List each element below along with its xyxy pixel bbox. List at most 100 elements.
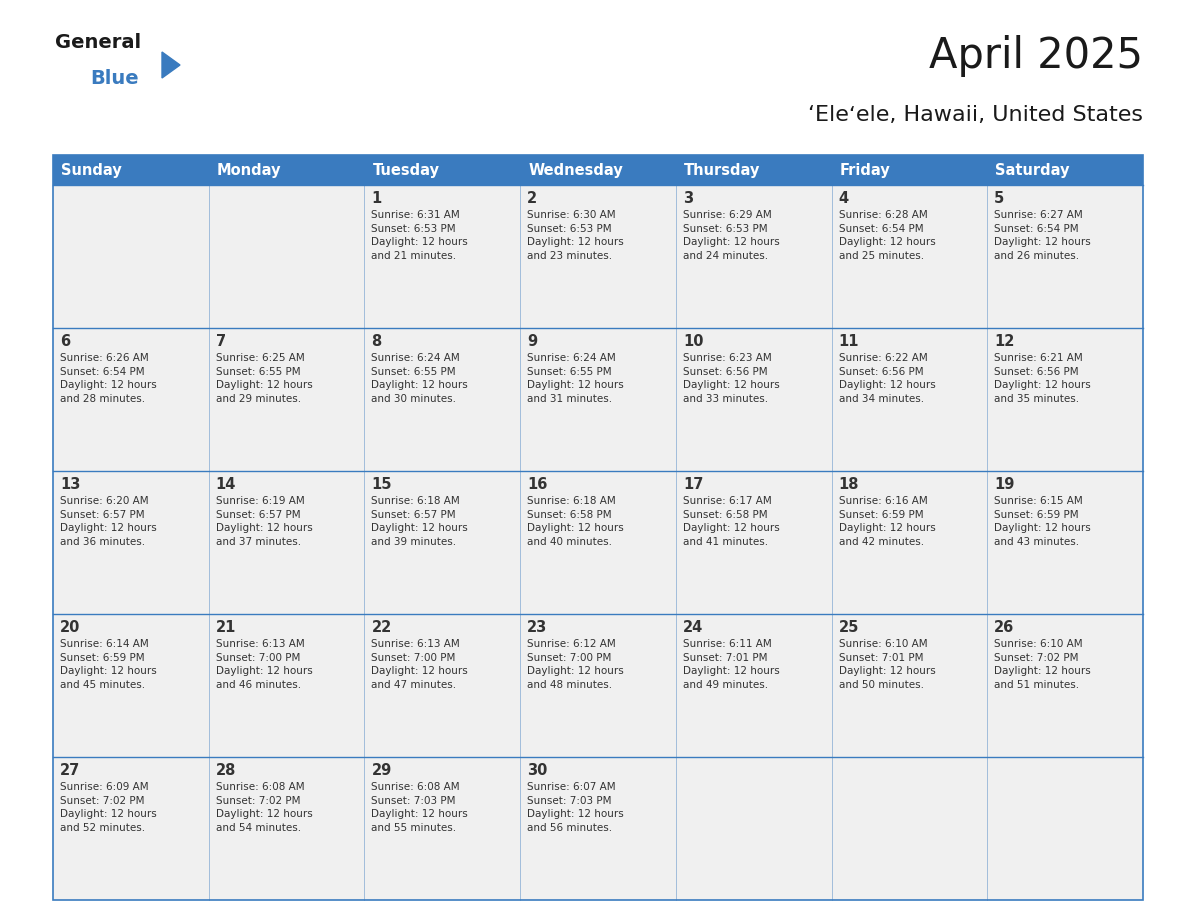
Text: 1: 1 <box>372 191 381 206</box>
Text: Sunrise: 6:25 AM
Sunset: 6:55 PM
Daylight: 12 hours
and 29 minutes.: Sunrise: 6:25 AM Sunset: 6:55 PM Dayligh… <box>216 353 312 404</box>
Text: Sunrise: 6:11 AM
Sunset: 7:01 PM
Daylight: 12 hours
and 49 minutes.: Sunrise: 6:11 AM Sunset: 7:01 PM Dayligh… <box>683 639 779 689</box>
Text: Sunrise: 6:13 AM
Sunset: 7:00 PM
Daylight: 12 hours
and 47 minutes.: Sunrise: 6:13 AM Sunset: 7:00 PM Dayligh… <box>372 639 468 689</box>
Text: Sunrise: 6:09 AM
Sunset: 7:02 PM
Daylight: 12 hours
and 52 minutes.: Sunrise: 6:09 AM Sunset: 7:02 PM Dayligh… <box>61 782 157 833</box>
Text: Saturday: Saturday <box>996 162 1069 177</box>
Text: 26: 26 <box>994 620 1015 635</box>
Text: ‘Eleʻele, Hawaii, United States: ‘Eleʻele, Hawaii, United States <box>808 105 1143 125</box>
Text: 2: 2 <box>527 191 537 206</box>
Text: Blue: Blue <box>90 69 139 88</box>
Text: 12: 12 <box>994 334 1015 349</box>
Text: Tuesday: Tuesday <box>372 162 440 177</box>
Text: Sunday: Sunday <box>61 162 121 177</box>
Text: 24: 24 <box>683 620 703 635</box>
Text: Sunrise: 6:30 AM
Sunset: 6:53 PM
Daylight: 12 hours
and 23 minutes.: Sunrise: 6:30 AM Sunset: 6:53 PM Dayligh… <box>527 210 624 261</box>
Text: 28: 28 <box>216 763 236 778</box>
Bar <box>676 471 832 614</box>
Bar <box>209 185 365 328</box>
Bar <box>209 614 365 757</box>
Text: 16: 16 <box>527 477 548 492</box>
Bar <box>53 757 209 900</box>
Bar <box>676 185 832 328</box>
Bar <box>676 614 832 757</box>
Text: Sunrise: 6:31 AM
Sunset: 6:53 PM
Daylight: 12 hours
and 21 minutes.: Sunrise: 6:31 AM Sunset: 6:53 PM Dayligh… <box>372 210 468 261</box>
Text: Sunrise: 6:13 AM
Sunset: 7:00 PM
Daylight: 12 hours
and 46 minutes.: Sunrise: 6:13 AM Sunset: 7:00 PM Dayligh… <box>216 639 312 689</box>
Text: General: General <box>55 33 141 52</box>
Text: Sunrise: 6:18 AM
Sunset: 6:58 PM
Daylight: 12 hours
and 40 minutes.: Sunrise: 6:18 AM Sunset: 6:58 PM Dayligh… <box>527 496 624 547</box>
Bar <box>365 471 520 614</box>
Text: 4: 4 <box>839 191 848 206</box>
Text: Sunrise: 6:12 AM
Sunset: 7:00 PM
Daylight: 12 hours
and 48 minutes.: Sunrise: 6:12 AM Sunset: 7:00 PM Dayligh… <box>527 639 624 689</box>
Bar <box>520 757 676 900</box>
Text: Sunrise: 6:24 AM
Sunset: 6:55 PM
Daylight: 12 hours
and 31 minutes.: Sunrise: 6:24 AM Sunset: 6:55 PM Dayligh… <box>527 353 624 404</box>
Text: 5: 5 <box>994 191 1005 206</box>
Text: Sunrise: 6:15 AM
Sunset: 6:59 PM
Daylight: 12 hours
and 43 minutes.: Sunrise: 6:15 AM Sunset: 6:59 PM Dayligh… <box>994 496 1091 547</box>
Bar <box>832 185 987 328</box>
Text: 22: 22 <box>372 620 392 635</box>
Text: 8: 8 <box>372 334 381 349</box>
Text: Sunrise: 6:16 AM
Sunset: 6:59 PM
Daylight: 12 hours
and 42 minutes.: Sunrise: 6:16 AM Sunset: 6:59 PM Dayligh… <box>839 496 935 547</box>
Bar <box>365 185 520 328</box>
Text: 13: 13 <box>61 477 81 492</box>
Text: April 2025: April 2025 <box>929 35 1143 77</box>
Text: 10: 10 <box>683 334 703 349</box>
Bar <box>520 614 676 757</box>
Bar <box>832 471 987 614</box>
Bar <box>676 328 832 471</box>
Text: Friday: Friday <box>840 162 890 177</box>
Bar <box>209 471 365 614</box>
Bar <box>987 757 1143 900</box>
Bar <box>53 471 209 614</box>
Bar <box>365 614 520 757</box>
Text: 19: 19 <box>994 477 1015 492</box>
Text: 3: 3 <box>683 191 693 206</box>
Text: 30: 30 <box>527 763 548 778</box>
Text: Sunrise: 6:29 AM
Sunset: 6:53 PM
Daylight: 12 hours
and 24 minutes.: Sunrise: 6:29 AM Sunset: 6:53 PM Dayligh… <box>683 210 779 261</box>
Text: Sunrise: 6:19 AM
Sunset: 6:57 PM
Daylight: 12 hours
and 37 minutes.: Sunrise: 6:19 AM Sunset: 6:57 PM Dayligh… <box>216 496 312 547</box>
Text: Sunrise: 6:28 AM
Sunset: 6:54 PM
Daylight: 12 hours
and 25 minutes.: Sunrise: 6:28 AM Sunset: 6:54 PM Dayligh… <box>839 210 935 261</box>
Bar <box>676 757 832 900</box>
Bar <box>520 185 676 328</box>
Text: Wednesday: Wednesday <box>529 162 623 177</box>
Bar <box>365 328 520 471</box>
Bar <box>987 185 1143 328</box>
Bar <box>53 614 209 757</box>
Text: 18: 18 <box>839 477 859 492</box>
Text: 27: 27 <box>61 763 81 778</box>
Bar <box>209 757 365 900</box>
Text: Thursday: Thursday <box>684 162 760 177</box>
Text: 9: 9 <box>527 334 537 349</box>
Text: Sunrise: 6:10 AM
Sunset: 7:02 PM
Daylight: 12 hours
and 51 minutes.: Sunrise: 6:10 AM Sunset: 7:02 PM Dayligh… <box>994 639 1091 689</box>
Text: Sunrise: 6:21 AM
Sunset: 6:56 PM
Daylight: 12 hours
and 35 minutes.: Sunrise: 6:21 AM Sunset: 6:56 PM Dayligh… <box>994 353 1091 404</box>
Text: 7: 7 <box>216 334 226 349</box>
Text: 29: 29 <box>372 763 392 778</box>
Text: Sunrise: 6:07 AM
Sunset: 7:03 PM
Daylight: 12 hours
and 56 minutes.: Sunrise: 6:07 AM Sunset: 7:03 PM Dayligh… <box>527 782 624 833</box>
Text: Sunrise: 6:14 AM
Sunset: 6:59 PM
Daylight: 12 hours
and 45 minutes.: Sunrise: 6:14 AM Sunset: 6:59 PM Dayligh… <box>61 639 157 689</box>
Text: Sunrise: 6:24 AM
Sunset: 6:55 PM
Daylight: 12 hours
and 30 minutes.: Sunrise: 6:24 AM Sunset: 6:55 PM Dayligh… <box>372 353 468 404</box>
Bar <box>987 471 1143 614</box>
Bar <box>53 328 209 471</box>
Bar <box>520 328 676 471</box>
Text: 21: 21 <box>216 620 236 635</box>
Bar <box>832 614 987 757</box>
Text: Sunrise: 6:17 AM
Sunset: 6:58 PM
Daylight: 12 hours
and 41 minutes.: Sunrise: 6:17 AM Sunset: 6:58 PM Dayligh… <box>683 496 779 547</box>
Text: 23: 23 <box>527 620 548 635</box>
Bar <box>987 328 1143 471</box>
Bar <box>987 614 1143 757</box>
Bar <box>520 471 676 614</box>
Text: Sunrise: 6:08 AM
Sunset: 7:03 PM
Daylight: 12 hours
and 55 minutes.: Sunrise: 6:08 AM Sunset: 7:03 PM Dayligh… <box>372 782 468 833</box>
Text: Sunrise: 6:27 AM
Sunset: 6:54 PM
Daylight: 12 hours
and 26 minutes.: Sunrise: 6:27 AM Sunset: 6:54 PM Dayligh… <box>994 210 1091 261</box>
Text: Monday: Monday <box>216 162 282 177</box>
Text: Sunrise: 6:26 AM
Sunset: 6:54 PM
Daylight: 12 hours
and 28 minutes.: Sunrise: 6:26 AM Sunset: 6:54 PM Dayligh… <box>61 353 157 404</box>
Text: 17: 17 <box>683 477 703 492</box>
Bar <box>53 155 1143 185</box>
Bar <box>53 185 209 328</box>
Text: 20: 20 <box>61 620 81 635</box>
Text: Sunrise: 6:10 AM
Sunset: 7:01 PM
Daylight: 12 hours
and 50 minutes.: Sunrise: 6:10 AM Sunset: 7:01 PM Dayligh… <box>839 639 935 689</box>
Text: 15: 15 <box>372 477 392 492</box>
Text: Sunrise: 6:22 AM
Sunset: 6:56 PM
Daylight: 12 hours
and 34 minutes.: Sunrise: 6:22 AM Sunset: 6:56 PM Dayligh… <box>839 353 935 404</box>
Bar <box>365 757 520 900</box>
Text: Sunrise: 6:23 AM
Sunset: 6:56 PM
Daylight: 12 hours
and 33 minutes.: Sunrise: 6:23 AM Sunset: 6:56 PM Dayligh… <box>683 353 779 404</box>
Bar <box>832 757 987 900</box>
Bar <box>832 328 987 471</box>
Text: 11: 11 <box>839 334 859 349</box>
